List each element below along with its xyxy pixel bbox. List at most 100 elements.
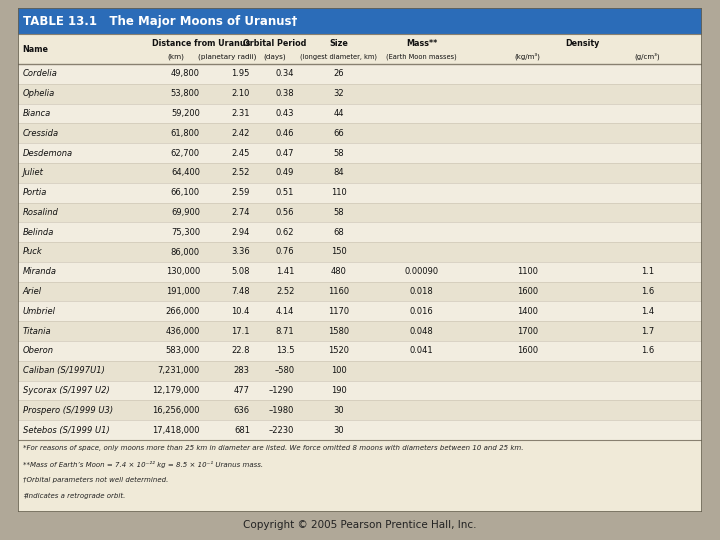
Text: –1290: –1290 — [269, 386, 294, 395]
Text: 66,100: 66,100 — [171, 188, 200, 197]
Bar — [18, 420, 702, 440]
Text: Sycorax (S/1997 U2): Sycorax (S/1997 U2) — [23, 386, 109, 395]
Text: 1.1: 1.1 — [641, 267, 654, 276]
Bar — [18, 440, 702, 512]
Text: 2.52: 2.52 — [232, 168, 250, 177]
Text: Cordelia: Cordelia — [23, 70, 58, 78]
Bar — [18, 183, 702, 202]
Text: 59,200: 59,200 — [171, 109, 200, 118]
Text: 7,231,000: 7,231,000 — [158, 366, 200, 375]
Bar — [18, 361, 702, 381]
Text: †Orbital parameters not well determined.: †Orbital parameters not well determined. — [23, 477, 168, 483]
Text: (g/cm³): (g/cm³) — [634, 53, 660, 60]
Text: 2.94: 2.94 — [232, 228, 250, 237]
Text: 0.62: 0.62 — [276, 228, 294, 237]
Bar — [18, 321, 702, 341]
Text: Mass**: Mass** — [406, 38, 437, 48]
Bar — [18, 242, 702, 262]
Text: 110: 110 — [331, 188, 346, 197]
Text: 58: 58 — [333, 148, 344, 158]
Text: 1700: 1700 — [517, 327, 538, 336]
Text: 1.95: 1.95 — [232, 70, 250, 78]
Bar — [18, 222, 702, 242]
Text: 681: 681 — [234, 426, 250, 435]
Text: 2.52: 2.52 — [276, 287, 294, 296]
Text: 2.59: 2.59 — [232, 188, 250, 197]
Text: Prospero (S/1999 U3): Prospero (S/1999 U3) — [23, 406, 113, 415]
Text: TABLE 13.1   The Major Moons of Uranus†: TABLE 13.1 The Major Moons of Uranus† — [24, 15, 298, 28]
Text: 84: 84 — [333, 168, 344, 177]
Text: Distance from Uranus: Distance from Uranus — [152, 38, 250, 48]
Text: Juliet: Juliet — [23, 168, 44, 177]
Text: 30: 30 — [333, 406, 344, 415]
Text: 16,256,000: 16,256,000 — [153, 406, 200, 415]
Text: 26: 26 — [333, 70, 344, 78]
Text: 436,000: 436,000 — [166, 327, 200, 336]
Text: 2.31: 2.31 — [231, 109, 250, 118]
Text: 58: 58 — [333, 208, 344, 217]
Text: 3.36: 3.36 — [231, 247, 250, 256]
Text: Portia: Portia — [23, 188, 48, 197]
Bar — [18, 381, 702, 401]
Text: 12,179,000: 12,179,000 — [153, 386, 200, 395]
Text: 0.018: 0.018 — [410, 287, 433, 296]
Text: 10.4: 10.4 — [232, 307, 250, 316]
Text: 61,800: 61,800 — [171, 129, 200, 138]
Text: 283: 283 — [234, 366, 250, 375]
Text: 1600: 1600 — [517, 347, 538, 355]
Text: 7.48: 7.48 — [231, 287, 250, 296]
Text: Umbriel: Umbriel — [23, 307, 55, 316]
Text: 1520: 1520 — [328, 347, 349, 355]
Bar — [18, 8, 702, 34]
Text: 1.4: 1.4 — [641, 307, 654, 316]
Text: Cressida: Cressida — [23, 129, 59, 138]
Text: 480: 480 — [331, 267, 347, 276]
Bar — [18, 341, 702, 361]
Text: Oberon: Oberon — [23, 347, 54, 355]
Text: 150: 150 — [331, 247, 346, 256]
Text: 0.49: 0.49 — [276, 168, 294, 177]
Text: 0.00090: 0.00090 — [405, 267, 438, 276]
Text: 1170: 1170 — [328, 307, 349, 316]
Text: 5.08: 5.08 — [231, 267, 250, 276]
Text: 1100: 1100 — [517, 267, 538, 276]
Text: 1400: 1400 — [517, 307, 538, 316]
Text: 53,800: 53,800 — [171, 89, 200, 98]
Text: 0.47: 0.47 — [276, 148, 294, 158]
Text: 62,700: 62,700 — [171, 148, 200, 158]
Bar — [18, 202, 702, 222]
Text: 0.56: 0.56 — [276, 208, 294, 217]
Text: 0.016: 0.016 — [410, 307, 433, 316]
Text: 22.8: 22.8 — [231, 347, 250, 355]
Text: 0.51: 0.51 — [276, 188, 294, 197]
Text: 2.45: 2.45 — [232, 148, 250, 158]
Text: 1580: 1580 — [328, 327, 349, 336]
Text: 1.6: 1.6 — [641, 287, 654, 296]
Text: (planetary radii): (planetary radii) — [199, 53, 257, 60]
Text: 190: 190 — [331, 386, 346, 395]
Text: 75,300: 75,300 — [171, 228, 200, 237]
Text: Rosalind: Rosalind — [23, 208, 58, 217]
Text: 69,900: 69,900 — [171, 208, 200, 217]
Text: Size: Size — [329, 38, 348, 48]
Text: 44: 44 — [333, 109, 344, 118]
Text: 4.14: 4.14 — [276, 307, 294, 316]
Bar — [18, 143, 702, 163]
Text: 477: 477 — [234, 386, 250, 395]
Text: 30: 30 — [333, 426, 344, 435]
Text: 8.71: 8.71 — [276, 327, 294, 336]
Text: 49,800: 49,800 — [171, 70, 200, 78]
Text: Density: Density — [565, 38, 600, 48]
Text: Belinda: Belinda — [23, 228, 54, 237]
Text: 0.38: 0.38 — [276, 89, 294, 98]
Text: 583,000: 583,000 — [166, 347, 200, 355]
Text: Bianca: Bianca — [23, 109, 51, 118]
Text: (longest diameter, km): (longest diameter, km) — [300, 53, 377, 60]
Bar — [18, 401, 702, 420]
Text: (Earth Moon masses): (Earth Moon masses) — [386, 53, 457, 60]
Text: (km): (km) — [168, 53, 184, 60]
Text: 1.6: 1.6 — [641, 347, 654, 355]
Text: 1.41: 1.41 — [276, 267, 294, 276]
Text: Miranda: Miranda — [23, 267, 57, 276]
Text: ‡Indicates a retrograde orbit.: ‡Indicates a retrograde orbit. — [23, 493, 125, 499]
